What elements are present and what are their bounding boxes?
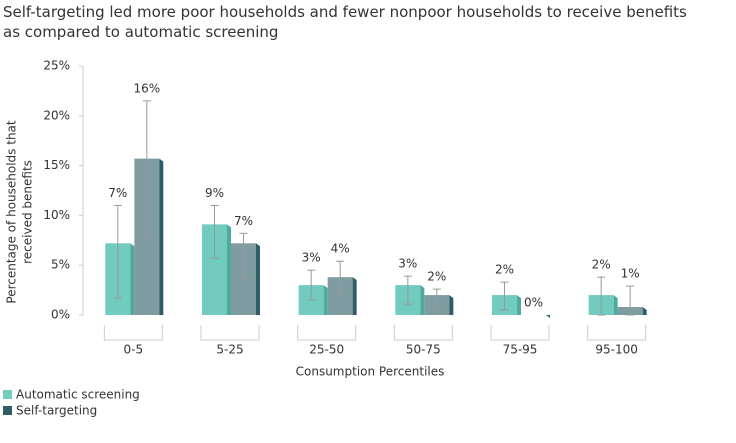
value-label: 1% [621,267,640,281]
y-tick-label: 5% [51,258,70,272]
value-label: 4% [331,242,350,256]
bar-side [159,158,164,315]
x-tick-label: 25-50 [309,343,344,357]
y-tick-label: 0% [51,308,70,322]
y-axis-label: Percentage of households that [5,120,19,304]
x-axis-label: Consumption Percentiles [296,365,445,379]
legend-swatch [3,406,12,415]
bar-side [449,295,454,315]
bar-side [256,243,260,315]
category-bracket [587,325,647,341]
y-tick-label: 15% [43,158,70,172]
bar-side [546,315,550,318]
bar-side [352,277,357,315]
legend-label: Self-targeting [16,404,97,418]
category-bracket [393,325,453,341]
category-bracket [103,325,163,341]
x-tick-label: 5-25 [216,343,243,357]
legend-swatch [3,390,12,399]
legend-label: Automatic screening [16,388,140,402]
x-tick-label: 75-95 [503,343,538,357]
value-label: 0% [524,296,543,310]
value-label: 2% [495,263,514,277]
bar-side [323,285,328,315]
category-bracket [297,325,357,341]
bar-side [517,295,521,315]
value-label: 7% [234,214,253,228]
bar-side [420,285,425,315]
y-tick-label: 20% [43,108,70,122]
bar-side [642,307,647,315]
x-tick-label: 50-75 [406,343,441,357]
value-label: 3% [302,251,321,265]
value-label: 3% [398,257,417,271]
y-tick-label: 25% [43,59,70,73]
bar-side [130,243,135,315]
value-label: 2% [427,270,446,284]
bar-side [613,295,618,315]
bar-side [227,224,231,315]
y-tick-label: 10% [43,208,70,222]
category-bracket [200,325,260,341]
y-axis-label: received benefits [21,160,35,264]
x-tick-label: 0-5 [124,343,144,357]
value-label: 2% [592,258,611,272]
category-bracket [490,325,550,341]
chart-title: Self-targeting led more poor households … [3,3,687,41]
value-label: 7% [108,186,127,200]
x-tick-label: 95-100 [595,343,638,357]
value-label: 16% [133,81,160,95]
value-label: 9% [205,186,224,200]
